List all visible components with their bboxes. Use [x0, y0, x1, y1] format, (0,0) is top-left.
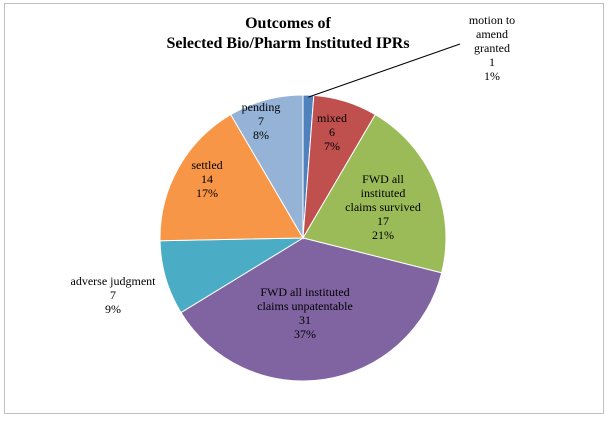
slice-label-2: FWD all instituted claims survived 17 21% [345, 172, 421, 242]
slice-label-6-line-1: 7 [258, 114, 264, 128]
chart-title-line-1: Outcomes of [245, 15, 331, 32]
slice-label-0-line-3: 1 [489, 55, 495, 69]
slice-label-4-line-0: adverse judgment [71, 274, 157, 288]
pie-slice-6 [230, 94, 304, 240]
slice-label-0-line-0: motion to [469, 13, 515, 27]
slice-label-3: FWD all instituted claims unpatentable 31 3… [257, 285, 353, 341]
pie-slice-5 [159, 113, 304, 242]
slice-label-5: settled 14 17% [191, 158, 222, 200]
slice-label-2-line-4: 21% [372, 228, 394, 242]
slice-label-5-line-0: settled [191, 158, 222, 172]
slice-label-2-line-3: 17 [377, 214, 389, 228]
slice-label-4-line-1: 7 [110, 288, 116, 302]
slice-label-0-line-1: amend [476, 27, 508, 41]
slice-label-1-line-1: 6 [329, 125, 335, 139]
slice-label-3-line-1: claims unpatentable [257, 299, 353, 313]
slice-label-4: adverse judgment 7 9% [71, 274, 157, 316]
slice-label-0: motion to amend granted 1 1% [469, 13, 515, 83]
slice-label-2-line-2: claims survived [345, 200, 421, 214]
chart-title-line-2: Selected Bio/Pharm Instituted IPRs [166, 35, 410, 52]
slice-label-3-line-2: 31 [299, 313, 311, 327]
slice-label-2-line-1: instituted [361, 186, 406, 200]
slice-label-1: mixed 6 7% [317, 111, 347, 153]
slice-label-5-line-1: 14 [201, 172, 213, 186]
slice-label-2-line-0: FWD all [362, 172, 404, 186]
slice-label-6-line-2: 8% [253, 128, 269, 142]
pie-slice-3 [180, 237, 443, 382]
slice-label-4-line-2: 9% [105, 302, 121, 316]
slice-label-3-line-3: 37% [294, 327, 316, 341]
slice-label-6: pending 7 8% [242, 100, 281, 142]
slice-label-5-line-2: 17% [196, 186, 218, 200]
leader-line-0 [308, 43, 461, 98]
slice-label-1-line-2: 7% [324, 139, 340, 153]
slice-label-3-line-0: FWD all instituted [260, 285, 349, 299]
pie-slice-2 [302, 113, 447, 274]
slice-label-0-line-4: 1% [484, 69, 500, 83]
slice-label-1-line-0: mixed [317, 111, 347, 125]
slice-label-6-line-0: pending [242, 100, 281, 114]
slice-label-0-line-2: granted [474, 41, 510, 55]
chart-title: Outcomes of Selected Bio/Pharm Institute… [150, 14, 426, 54]
